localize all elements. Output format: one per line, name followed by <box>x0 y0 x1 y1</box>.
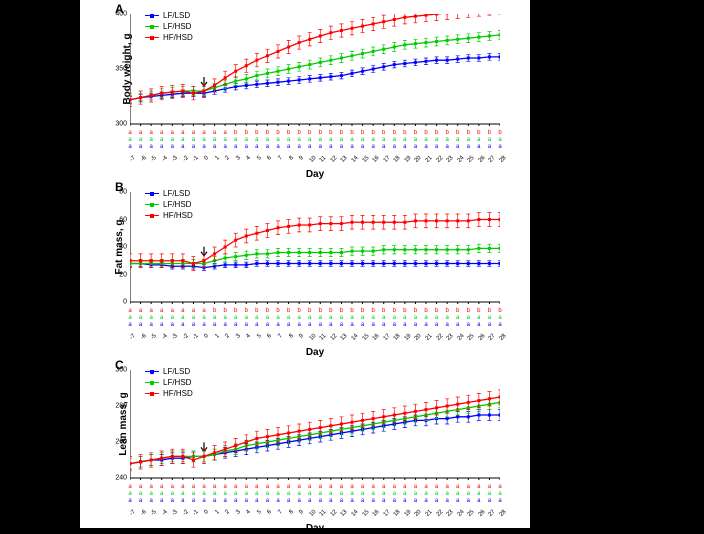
panel-C: CLean mass, gLF/LSDLF/HSDHF/HSD240260280… <box>130 360 500 528</box>
y-tick-label: 400 <box>115 11 127 18</box>
series-line <box>130 402 500 463</box>
y-tick-label: 260 <box>115 439 127 446</box>
y-tick-label: 80 <box>119 189 127 196</box>
series-line <box>130 397 500 464</box>
x-axis-label: Day <box>306 169 324 180</box>
y-tick-label: 280 <box>115 403 127 410</box>
figure-paper: ABody weight, gLF/LSDLF/HSDHF/HSD3003504… <box>80 0 530 528</box>
x-axis-label: Day <box>306 347 324 358</box>
y-tick-label: 60 <box>119 216 127 223</box>
y-tick-label: 300 <box>115 121 127 128</box>
series-line <box>130 35 500 100</box>
series-line <box>130 220 500 264</box>
panel-A: ABody weight, gLF/LSDLF/HSDHF/HSD3003504… <box>130 4 500 179</box>
plot-area <box>130 14 500 126</box>
y-tick-label: 240 <box>115 475 127 482</box>
y-tick-label: 300 <box>115 367 127 374</box>
plot-area <box>130 192 500 304</box>
y-tick-label: 350 <box>115 66 127 73</box>
plot-area <box>130 370 500 480</box>
panel-B: BFat mass, gLF/LSDLF/HSDHF/HSD020406080a… <box>130 182 500 357</box>
y-tick-label: 0 <box>123 299 127 306</box>
y-tick-label: 20 <box>119 271 127 278</box>
series-line <box>130 14 500 100</box>
y-tick-label: 40 <box>119 244 127 251</box>
x-axis-label: Day <box>306 523 324 534</box>
